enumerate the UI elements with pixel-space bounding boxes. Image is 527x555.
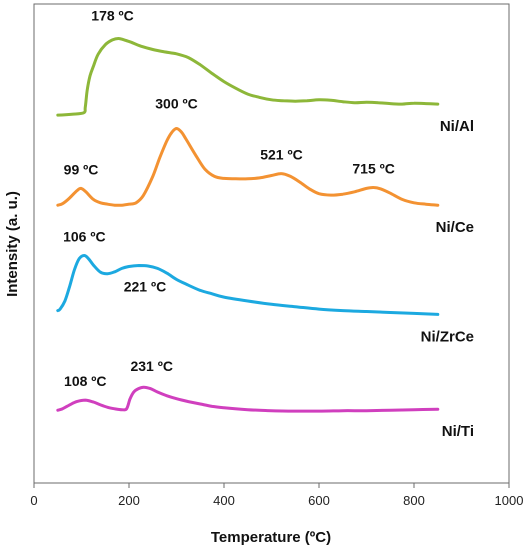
plot-frame	[33, 3, 510, 484]
peak-annotation: 108 ºC	[64, 373, 106, 389]
series-line-ni-ti	[56, 385, 440, 413]
series-name-label: Ni/Al	[440, 118, 474, 135]
peak-annotation: 106 ºC	[63, 228, 105, 244]
label-layer: Ni/Al Ni/Ce Ni/ZrCe Ni/Ti 178 ºC 300 ºC 99 ºC 5…	[63, 7, 474, 440]
peak-annotation: 99 ºC	[64, 161, 99, 177]
peak-annotation: 178 ºC	[91, 7, 133, 23]
x-tick-label: 200	[118, 493, 140, 508]
series-line-ni-ce	[56, 127, 440, 207]
peak-annotation: 715 ºC	[352, 160, 394, 176]
peak-annotation: 521 ºC	[260, 147, 302, 163]
series-name-label: Ni/Ti	[442, 423, 474, 440]
x-axis-title: Temperature (ºC)	[211, 529, 331, 546]
peak-annotation: 221 ºC	[124, 279, 166, 295]
y-axis-title: Intensity (a. u.)	[4, 191, 21, 297]
series-name-label: Ni/ZrCe	[421, 328, 474, 345]
series-name-label: Ni/Ce	[436, 219, 474, 236]
x-tick-label: 600	[308, 493, 330, 508]
series-layer	[56, 37, 440, 413]
series-line-ni-zrce	[56, 254, 440, 316]
x-tick-label: 400	[213, 493, 235, 508]
x-tick-label: 1000	[495, 493, 524, 508]
series-line-ni-al	[56, 37, 440, 117]
x-axis-ticks: 0 200 400 600 800 1000	[30, 483, 523, 508]
peak-annotation: 300 ºC	[155, 96, 197, 112]
x-tick-label: 0	[30, 493, 37, 508]
x-tick-label: 800	[403, 493, 425, 508]
peak-annotation: 231 ºC	[130, 358, 172, 374]
